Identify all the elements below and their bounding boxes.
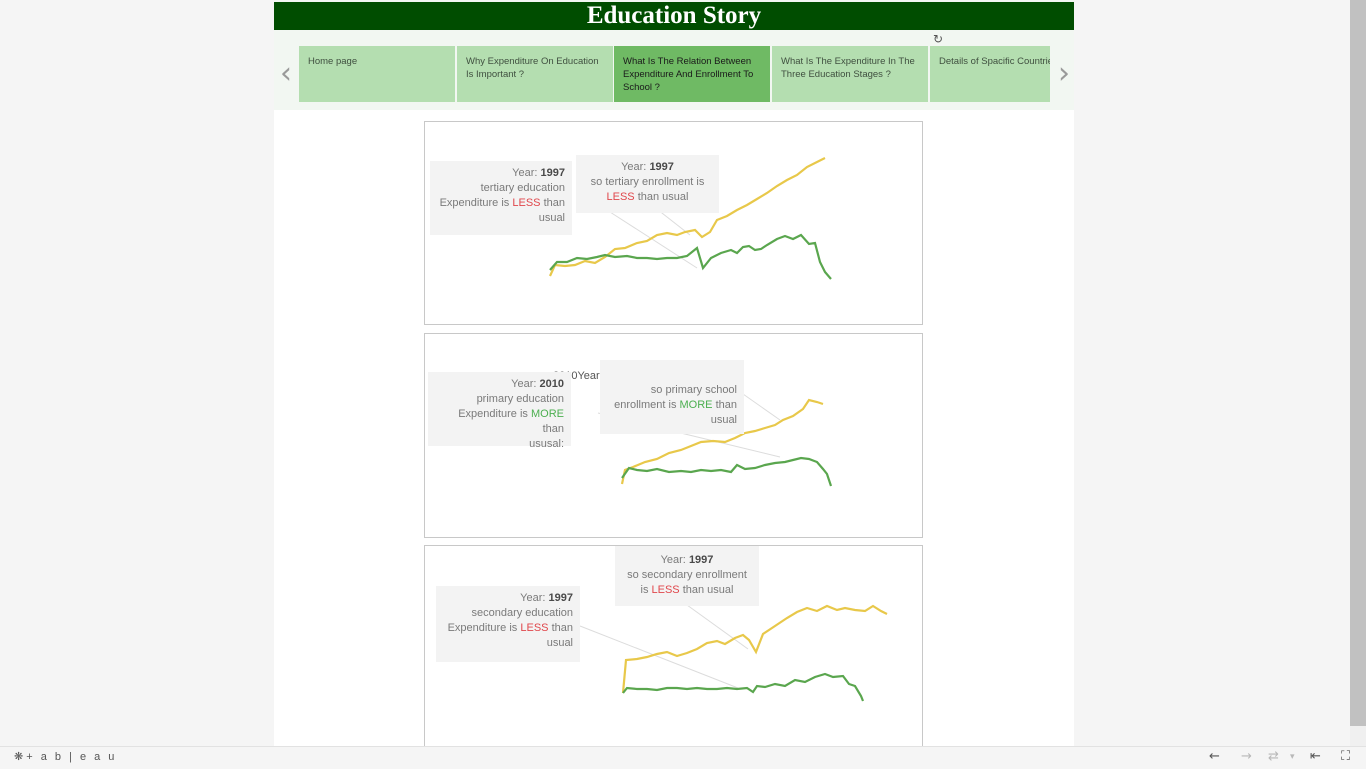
nav-next-button[interactable]: › xyxy=(1058,56,1070,91)
tableau-mark-icon: ❋ xyxy=(14,751,24,763)
undo-icon[interactable]: ← xyxy=(1209,749,1220,764)
story-point-country-details[interactable]: Details of Spacific Countries xyxy=(930,46,1050,102)
secondary-enrollment-annotation: Year: 1997 so secondary enrollment is LE… xyxy=(615,546,759,606)
expenditure-line xyxy=(621,456,833,487)
tertiary-expenditure-annotation: Year: 1997 tertiary education Expenditur… xyxy=(430,161,572,235)
annotation-pointer xyxy=(742,393,781,421)
redo-icon[interactable]: → xyxy=(1241,749,1252,764)
annotation-pointer xyxy=(686,604,749,650)
tertiary-chart-panel: Year: 1997 tertiary education Expenditur… xyxy=(424,121,923,325)
story-point-relation-expenditure-enrollment[interactable]: What Is The Relation Between Expenditure… xyxy=(614,46,770,102)
annotation-pointer xyxy=(579,625,739,689)
story-point-home-page[interactable]: Home page xyxy=(299,46,455,102)
primary-enrollment-annotation: so primary school enrollment is MORE tha… xyxy=(600,360,744,434)
story-navigator: Home page Why Expenditure On Education I… xyxy=(299,46,1050,102)
tertiary-enrollment-annotation: Year: 1997 so tertiary enrollment is LES… xyxy=(576,155,719,213)
reset-first-icon[interactable]: ⇤ xyxy=(1310,749,1321,764)
story-point-three-stages[interactable]: What Is The Expenditure In The Three Edu… xyxy=(772,46,928,102)
expenditure-line xyxy=(622,672,865,702)
enrollment-line xyxy=(621,604,888,694)
revert-dropdown-icon[interactable]: ▾ xyxy=(1290,752,1295,762)
annotation-pointer xyxy=(609,211,698,269)
expenditure-line xyxy=(549,233,832,280)
primary-expenditure-annotation: Year: 2010 primary education Expenditure… xyxy=(428,372,571,450)
enrollment-line xyxy=(620,398,824,485)
story-container: Education Story ↻ ‹ Home page Why Expend… xyxy=(274,0,1074,757)
fullscreen-icon[interactable]: ⛶ xyxy=(1341,749,1351,764)
scrollbar-thumb[interactable] xyxy=(1350,0,1366,726)
tableau-toolbar: ❋ + a b | e a u ← → ⇄ ▾ ⇤ ⛶ xyxy=(0,746,1366,769)
secondary-chart-panel: Year: 1997 secondary education Expenditu… xyxy=(424,545,923,757)
story-panel-area: Year: 1997 tertiary education Expenditur… xyxy=(274,110,1074,757)
secondary-expenditure-annotation: Year: 1997 secondary education Expenditu… xyxy=(436,586,580,662)
revert-icon[interactable]: ⇄ xyxy=(1268,749,1279,764)
primary-chart-panel: 2010Year: Year: 2010 primary education E… xyxy=(424,333,923,538)
enrollment-line xyxy=(548,157,826,277)
story-point-why-expenditure[interactable]: Why Expenditure On Education Is Importan… xyxy=(457,46,613,102)
secondary-line-chart xyxy=(579,604,888,702)
nav-prev-button[interactable]: ‹ xyxy=(280,56,292,91)
refresh-icon[interactable]: ↻ xyxy=(933,32,944,46)
vertical-scrollbar[interactable] xyxy=(1350,0,1366,746)
story-title: Education Story xyxy=(274,2,1074,30)
tableau-logo[interactable]: ❋ + a b | e a u xyxy=(14,751,117,763)
